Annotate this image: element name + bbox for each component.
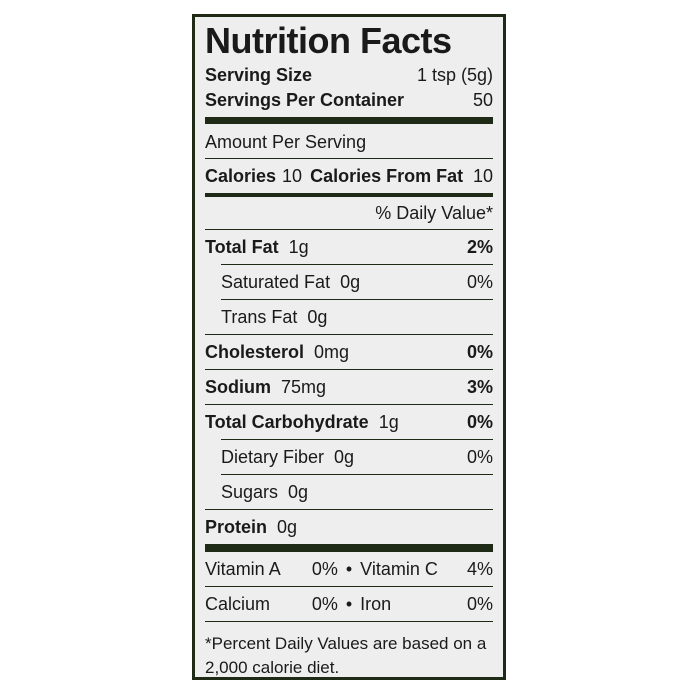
label: Serving Size [205,65,313,85]
vitamin: Vitamin C 4% [360,559,493,580]
vitamin-name: Vitamin C [360,558,438,579]
amount-header: Amount Per Serving [205,126,493,159]
nutrient-amount: 0g [340,271,361,292]
vitamin-row: Vitamin A 0% • Vitamin C 4% [205,552,493,587]
bullet: • [345,593,353,614]
nutrient-name: Total Carbohydrate [205,411,369,432]
nutrient-dv: 0% [466,341,493,362]
nutrient-row: Total Carbohydrate 1g 0% [205,404,493,439]
vitamin: Vitamin A 0% [205,559,338,580]
nutrient-row: Total Fat 1g 2% [205,230,493,264]
calories-label: Calories [205,165,277,186]
bullet: • [345,558,353,579]
nutrition-label: Nutrition Facts Serving Size 1 tsp (5g) … [192,14,506,680]
fat-calories-value: 10 [472,165,493,186]
nutrient-amount: 0g [334,446,355,467]
calories-row: Calories 10 Calories From Fat 10 [205,159,493,197]
nutrient-name: Trans Fat [221,306,298,327]
nutrient-row: Sugars 0g [221,474,493,509]
nutrient-name: Saturated Fat [221,271,331,292]
nutrient-name: Sodium [205,376,271,397]
nutrient-row: Sodium 75mg 3% [205,369,493,404]
nutrients: Total Fat 1g 2% Saturated Fat 0g 0% Trans Fat 0… [205,230,493,544]
nutrient-name: Protein [205,516,268,537]
divider [205,544,493,552]
vitamin: Calcium 0% [205,594,338,615]
nutrient-dv: 0% [466,271,493,292]
nutrient-dv: 3% [466,376,493,397]
vitamin: Iron 0% [360,594,493,615]
nutrient-amount: 0g [277,516,298,537]
nutrient-amount: 1g [288,236,309,257]
vitamin-dv: 0% [466,593,493,614]
footnote: *Percent Daily Values are based on a 2,0… [205,634,487,677]
nutrient-amount: 1g [378,411,399,432]
nutrient-amount: 0mg [314,341,350,362]
nutrient-dv: 0% [466,446,493,467]
nutrient-amount: 0g [307,306,328,327]
serving-size: Serving Size 1 tsp (5g) [205,63,493,88]
label: Servings Per Container [205,90,405,110]
nutrient-row: Dietary Fiber 0g 0% [221,439,493,474]
vitamin-dv: 0% [311,593,338,614]
vitamin-name: Iron [360,593,392,614]
calories-value: 10 [282,165,303,186]
nutrient-row: Trans Fat 0g [221,299,493,334]
nutrient-dv: 2% [466,236,493,257]
vitamins: Vitamin A 0% • Vitamin C 4% Calcium 0% • Iron 0% [205,552,493,622]
fat-calories-label: Calories From Fat [310,165,464,186]
nutrient-name: Sugars [221,481,279,502]
text: % Daily Value* [375,202,493,223]
nutrient-amount: 0g [288,481,309,502]
value: 1 tsp (5g) [416,65,493,85]
nutrient-row: Protein 0g [205,509,493,544]
nutrient-name: Total Fat [205,236,279,257]
nutrient-dv: 0% [466,411,493,432]
divider [205,117,493,124]
vitamin-name: Vitamin A [205,558,281,579]
vitamin-dv: 0% [311,558,338,579]
vitamin-row: Calcium 0% • Iron 0% [205,587,493,622]
vitamin-dv: 4% [466,558,493,579]
servings-per-container: Servings Per Container 50 [205,88,493,113]
vitamin-name: Calcium [205,593,271,614]
nutrient-amount: 75mg [281,376,327,397]
text: Amount Per Serving [205,131,367,152]
value: 50 [472,90,493,110]
title: Nutrition Facts [205,20,452,61]
nutrient-name: Cholesterol [205,341,305,362]
dv-header: % Daily Value* [205,197,493,230]
nutrient-row: Saturated Fat 0g 0% [221,264,493,299]
nutrient-name: Dietary Fiber [221,446,325,467]
nutrient-row: Cholesterol 0mg 0% [205,334,493,369]
